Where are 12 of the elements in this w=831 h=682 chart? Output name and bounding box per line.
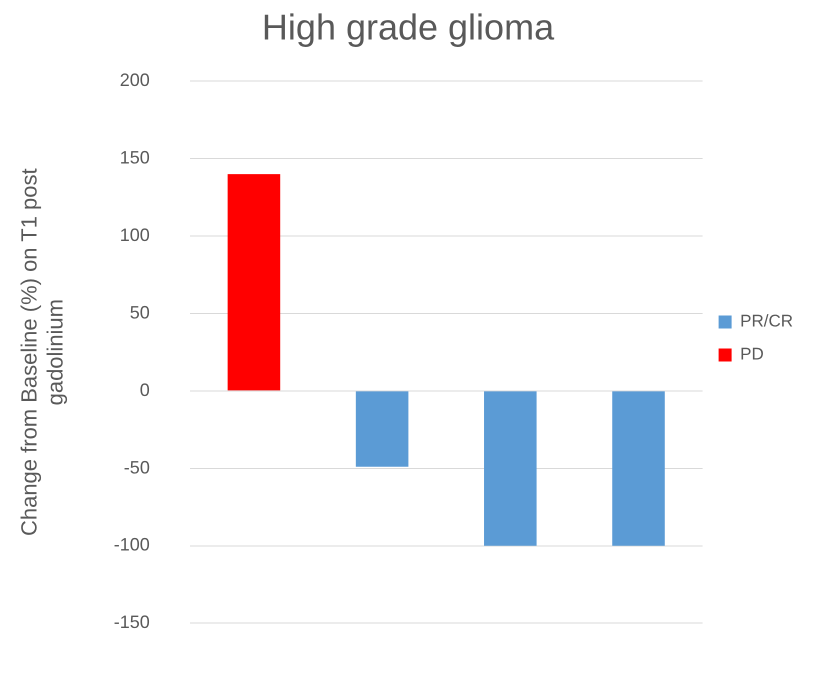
y-tick-label: 100 [120, 225, 150, 246]
y-tick-label: -100 [114, 534, 150, 555]
y-axis-title: Change from Baseline (%) on T1 post gadolinium [16, 168, 68, 536]
y-tick-label: 50 [130, 302, 150, 322]
y-tick-label: -50 [124, 457, 150, 478]
y-tick-label: 200 [120, 70, 150, 90]
y-tick-label: -150 [114, 612, 150, 632]
chart-title: High grade glioma [262, 6, 556, 48]
legend-label: PR/CR [740, 312, 794, 331]
y-tick-label: 0 [140, 380, 150, 400]
y-tick-label: 150 [120, 148, 150, 168]
legend-label: PD [740, 344, 764, 364]
